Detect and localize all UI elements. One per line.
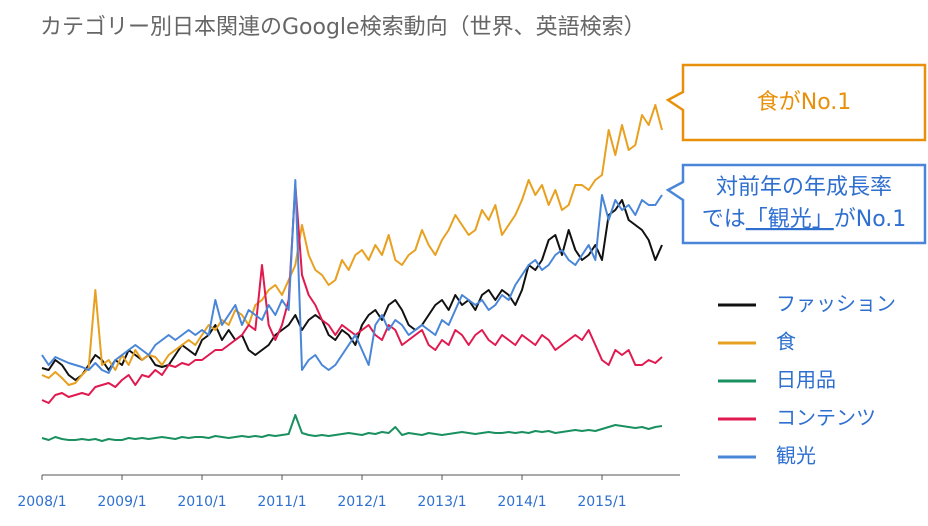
x-tick-label: 2015/1 — [577, 494, 626, 510]
x-tick-label: 2012/1 — [337, 494, 386, 510]
x-tick-label: 2011/1 — [257, 494, 306, 510]
annotation-part: 食がNo.1 — [757, 90, 852, 115]
chart-title: カテゴリー別日本関連のGoogle検索動向（世界、英語検索） — [40, 15, 646, 40]
legend-label: 食 — [776, 330, 796, 354]
annotation-part: 「観光」 — [746, 207, 834, 232]
series-line — [41, 414, 663, 442]
legend-label: 観光 — [776, 444, 816, 468]
callout-box — [665, 63, 927, 142]
annotation: 食がNo.1 — [757, 90, 852, 115]
annotation: 対前年の年成長率 — [716, 175, 892, 200]
series-line — [41, 184, 663, 404]
series-line — [41, 179, 663, 374]
callout-box — [665, 163, 927, 245]
legend-label: 日用品 — [776, 368, 836, 392]
x-tick-label: 2010/1 — [177, 494, 226, 510]
annotation-part: がNo.1 — [834, 207, 907, 232]
legend-label: コンテンツ — [776, 406, 876, 430]
series-line — [41, 104, 663, 386]
legend-label: ファッション — [776, 292, 896, 316]
annotation-part: では — [702, 207, 746, 232]
annotation: では「観光」がNo.1 — [702, 207, 907, 232]
x-tick-label: 2013/1 — [417, 494, 466, 510]
annotation-part: 対前年の年成長率 — [716, 175, 892, 200]
x-tick-label: 2014/1 — [497, 494, 546, 510]
x-tick-label: 2008/1 — [17, 494, 66, 510]
x-tick-label: 2009/1 — [97, 494, 146, 510]
